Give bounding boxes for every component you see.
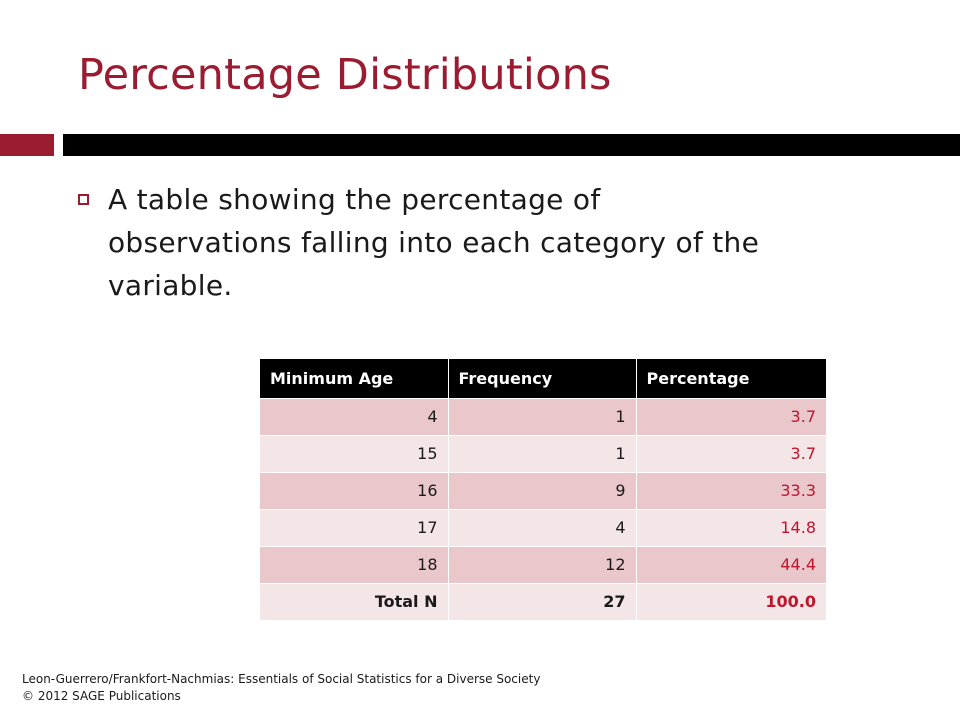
- cell-percentage: 33.3: [635, 471, 826, 509]
- cell-percentage: 3.7: [635, 397, 826, 435]
- cell-percentage: 14.8: [635, 508, 826, 546]
- title-rule-accent: [0, 134, 54, 156]
- table-row: 17 4 14.8: [260, 508, 826, 546]
- total-percentage: 100.0: [635, 582, 826, 620]
- cell-minimum-age: 15: [260, 434, 448, 472]
- cell-minimum-age: 17: [260, 508, 448, 546]
- total-label: Total N: [260, 582, 448, 620]
- percentage-distribution-table: Minimum Age Frequency Percentage 4 1 3.7…: [260, 359, 826, 620]
- bullet-text: A table showing the percentage of observ…: [108, 183, 760, 302]
- cell-percentage: 3.7: [635, 434, 826, 472]
- hollow-square-bullet-icon: [78, 194, 89, 205]
- total-frequency: 27: [447, 582, 636, 620]
- table-row: 16 9 33.3: [260, 471, 826, 509]
- slide-footer: Leon-Guerrero/Frankfort-Nachmias: Essent…: [22, 671, 540, 705]
- header-frequency: Frequency: [447, 359, 636, 398]
- cell-minimum-age: 4: [260, 397, 448, 435]
- header-percentage: Percentage: [635, 359, 826, 398]
- table-row: 15 1 3.7: [260, 434, 826, 472]
- table-header-row: Minimum Age Frequency Percentage: [260, 359, 826, 398]
- bullet-point: A table showing the percentage of observ…: [78, 178, 768, 307]
- cell-frequency: 12: [447, 545, 636, 583]
- table-row: 4 1 3.7: [260, 397, 826, 435]
- footer-citation: Leon-Guerrero/Frankfort-Nachmias: Essent…: [22, 672, 541, 686]
- cell-frequency: 4: [447, 508, 636, 546]
- cell-frequency: 9: [447, 471, 636, 509]
- cell-minimum-age: 16: [260, 471, 448, 509]
- table-row: 18 12 44.4: [260, 545, 826, 583]
- cell-frequency: 1: [447, 434, 636, 472]
- cell-frequency: 1: [447, 397, 636, 435]
- header-minimum-age: Minimum Age: [270, 368, 394, 388]
- slide-title: Percentage Distributions: [78, 50, 612, 100]
- title-rule-bar: [63, 134, 960, 156]
- table-total-row: Total N 27 100.0: [260, 582, 826, 620]
- cell-percentage: 44.4: [635, 545, 826, 583]
- cell-minimum-age: 18: [260, 545, 448, 583]
- footer-copyright: © 2012 SAGE Publications: [22, 689, 181, 703]
